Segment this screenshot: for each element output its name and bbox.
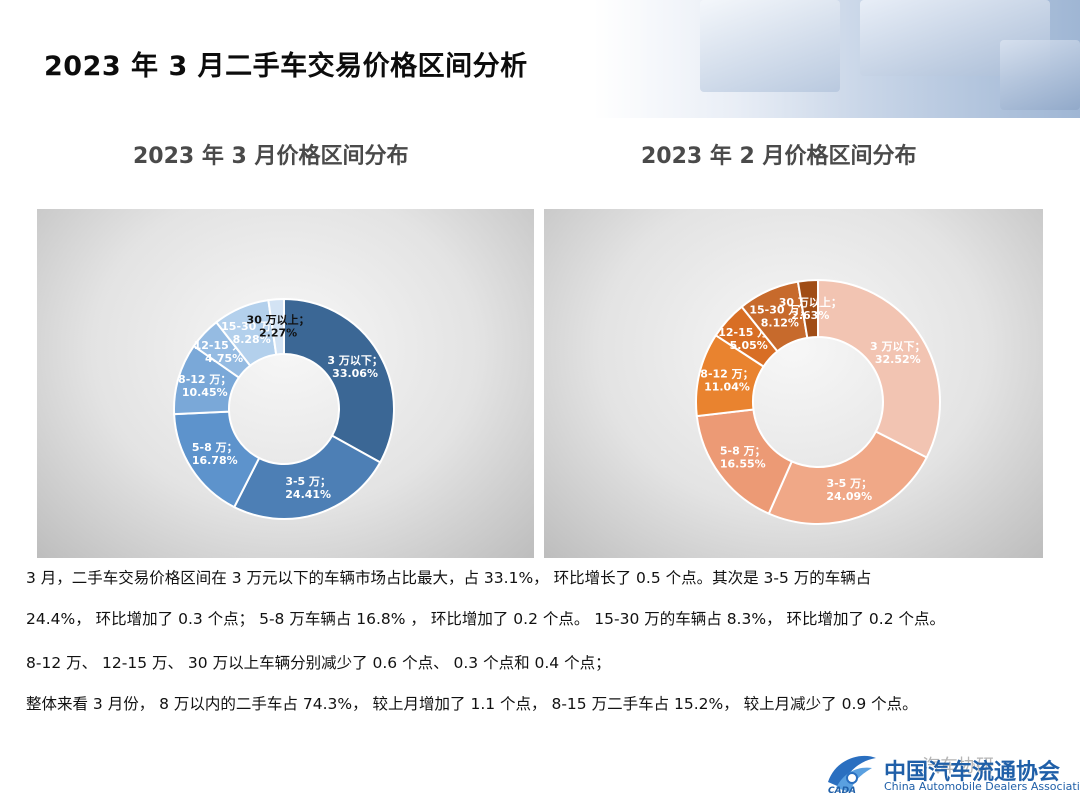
slice-label: 15-30 万； 8.12% <box>749 304 810 330</box>
slice-label: 3-5 万； 24.41% <box>285 475 331 501</box>
slice-label: 5-8 万； 16.78% <box>192 441 238 467</box>
slice-label: 3 万以下； 32.52% <box>870 340 925 366</box>
slice-label: 8-12 万； 11.04% <box>700 368 753 394</box>
analysis-paragraph-3: 8-12 万、 12-15 万、 30 万以上车辆分别减少了 0.6 个点、 0… <box>26 654 611 672</box>
cada-logo-icon <box>828 755 876 792</box>
watermark-text: 汽车协研 <box>922 756 994 777</box>
chart-title-february: 2023 年 2 月价格区间分布 <box>641 144 917 169</box>
donut-slice <box>283 297 395 464</box>
page-title: 2023 年 3 月二手车交易价格区间分析 <box>44 51 528 82</box>
slice-label: 30 万以上； 2.63% <box>779 295 842 322</box>
donut-chart-march: 3 万以下； 33.06% 3-5 万； 24.41% 5-8 万； 16.78% 8-12… <box>173 297 395 520</box>
header-banner <box>0 0 1080 118</box>
slice-label: 5-8 万； 16.55% <box>720 445 766 471</box>
donut-slice <box>232 434 382 520</box>
decorative-cube <box>700 0 840 92</box>
analysis-paragraph-4: 整体来看 3 月份， 8 万以内的二手车占 74.3%， 较上月增加了 1.1 … <box>26 695 918 713</box>
chart-title-march: 2023 年 3 月价格区间分布 <box>133 144 409 169</box>
donut-chart-february: 3 万以下； 32.52% 3-5 万； 24.09% 5-8 万； 16.55% 8-12… <box>695 278 941 525</box>
slice-label: 8-12 万； 10.45% <box>178 373 231 399</box>
donut-slice <box>796 278 819 340</box>
donut-slice <box>267 297 285 356</box>
slice-label: 15-30 万； 8.28% <box>221 320 282 346</box>
slice-label: 3 万以下； 33.06% <box>327 354 382 380</box>
donut-slice <box>767 430 928 525</box>
chart-panel-march: 3 万以下； 33.06% 3-5 万； 24.41% 5-8 万； 16.78% 8-12… <box>37 209 534 558</box>
cada-logo: CADA 中国汽车流通协会 China Automobile Dealers A… <box>822 748 1080 806</box>
analysis-paragraph-2: 24.4%， 环比增加了 0.3 个点； 5-8 万车辆占 16.8% ， 环比… <box>26 610 945 628</box>
donut-slice <box>817 278 941 459</box>
analysis-paragraph-1: 3 月，二手车交易价格区间在 3 万元以下的车辆市场占比最大，占 33.1%， … <box>26 569 872 587</box>
decorative-cube <box>1000 40 1080 110</box>
logo-abbreviation: CADA <box>828 786 857 796</box>
slice-label: 30 万以上； 2.27% <box>247 313 310 340</box>
logo-name-en: China Automobile Dealers Association <box>884 780 1080 793</box>
slice-label: 3-5 万； 24.09% <box>826 477 872 503</box>
logo-name-cn: 中国汽车流通协会 <box>884 760 1061 785</box>
chart-panel-february: 3 万以下； 32.52% 3-5 万； 24.09% 5-8 万； 16.55% 8-12… <box>544 209 1043 558</box>
